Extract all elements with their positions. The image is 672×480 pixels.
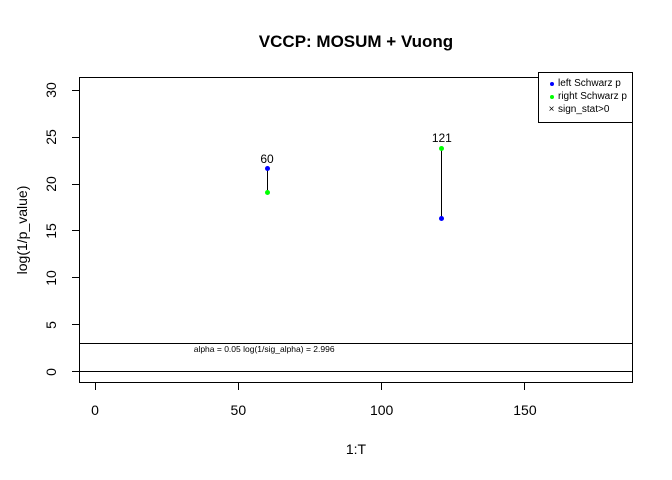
legend-label: sign_stat>0	[558, 104, 610, 115]
y-tick-label: 15	[43, 223, 59, 239]
green-dot-icon	[545, 94, 558, 99]
x-tick-mark	[237, 383, 239, 390]
y-axis-title: log(1/p_value)	[14, 185, 30, 275]
y-tick-label: 5	[43, 320, 59, 329]
y-tick-mark	[72, 371, 79, 373]
changepoint-segment	[441, 148, 443, 219]
alpha-annotation: alpha = 0.05 log(1/sig_alpha) = 2.996	[193, 343, 335, 354]
y-tick-label: 0	[43, 367, 59, 376]
y-tick-label: 30	[43, 82, 59, 98]
legend-label: right Schwarz p	[558, 91, 627, 102]
x-tick-mark	[381, 383, 383, 390]
chart-title: VCCP: MOSUM + Vuong	[258, 32, 454, 51]
plot-area	[79, 77, 633, 383]
x-tick-label: 0	[91, 402, 99, 418]
left-schwarz-p-point	[439, 216, 445, 222]
y-tick-mark	[72, 230, 79, 232]
legend-item-right-schwarz: right Schwarz p	[539, 90, 632, 103]
cross-icon: ×	[548, 103, 555, 115]
changepoint-label: 121	[431, 131, 452, 146]
legend: left Schwarz p right Schwarz p × sign_st…	[538, 72, 633, 123]
changepoint-label: 60	[260, 151, 274, 166]
left-schwarz-p-point	[264, 166, 270, 172]
legend-label: left Schwarz p	[558, 78, 621, 89]
y-tick-mark	[72, 183, 79, 185]
y-tick-label: 10	[43, 270, 59, 286]
right-schwarz-p-point	[439, 145, 445, 151]
y-tick-mark	[72, 89, 79, 91]
y-tick-mark	[72, 324, 79, 326]
legend-item-left-schwarz: left Schwarz p	[539, 77, 632, 90]
x-tick-mark	[524, 383, 526, 390]
x-tick-label: 50	[230, 402, 247, 418]
y-tick-mark	[72, 136, 79, 138]
legend-item-sign-stat: × sign_stat>0	[539, 103, 632, 116]
y-tick-label: 20	[43, 176, 59, 192]
x-tick-label: 150	[513, 402, 537, 418]
x-axis-title: 1:T	[345, 441, 367, 457]
y-tick-mark	[72, 277, 79, 279]
changepoint-segment	[266, 168, 268, 193]
threshold-line	[79, 371, 633, 373]
x-tick-label: 100	[369, 402, 394, 418]
right-schwarz-p-point	[264, 189, 270, 195]
blue-dot-icon	[545, 81, 558, 86]
threshold-line	[79, 343, 633, 345]
x-tick-mark	[94, 383, 96, 390]
y-tick-label: 25	[43, 129, 59, 145]
